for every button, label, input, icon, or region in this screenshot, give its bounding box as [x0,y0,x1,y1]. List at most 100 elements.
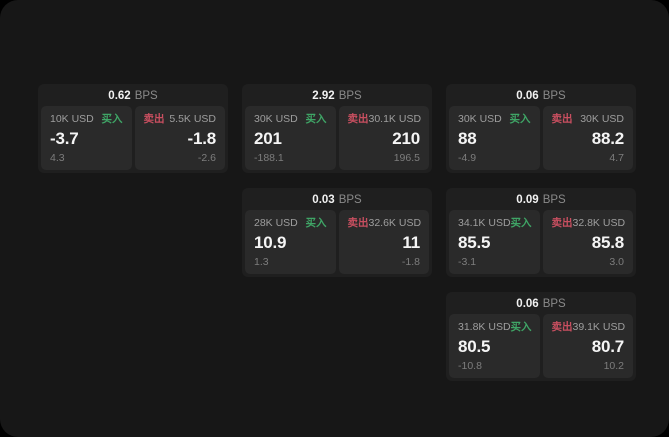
buy-price: -3.7 [50,129,79,148]
card-header: 0.62 BPS [38,84,228,106]
sell-top-row: 卖出 32.8K USD [551,217,626,229]
sell-top-row: 卖出 5.5K USD [144,113,217,125]
sell-change: 196.5 [393,152,420,164]
buy-change: 4.3 [50,152,65,164]
buy-change: -3.1 [458,256,477,268]
bps-value: 0.62 [108,89,131,102]
bps-unit-label: BPS [134,89,158,102]
buy-top-row: 30K USD 买入 [254,113,327,125]
buy-panel[interactable]: 30K USD 买入 88 -4.9 [449,106,540,170]
sell-top-row: 卖出 30.1K USD [347,113,422,125]
sell-panel[interactable]: 卖出 5.5K USD -1.8 -2.6 [134,106,225,170]
buy-top-row: 10K USD 买入 [50,113,123,125]
buy-panel[interactable]: 31.8K USD 买入 80.5 -10.8 [449,314,540,378]
sell-change: -2.6 [197,152,216,164]
sell-top-row: 卖出 39.1K USD [551,321,626,333]
sell-amount: 5.5K USD [169,113,216,125]
buy-top-row: 28K USD 买入 [254,217,327,229]
bps-value: 2.92 [312,89,335,102]
quote-card: 0.09 BPS 34.1K USD 买入 85.5 -3.1 卖出 32.8K… [446,188,636,277]
card-header: 0.03 BPS [242,188,432,210]
sell-price: 85.8 [591,233,624,252]
buy-change: -188.1 [254,152,284,164]
bps-unit-label: BPS [542,297,566,310]
buy-amount: 30K USD [254,113,298,125]
sell-change: -1.8 [401,256,420,268]
buy-change: 1.3 [254,256,269,268]
buy-panel[interactable]: 28K USD 买入 10.9 1.3 [245,210,336,274]
bps-unit-label: BPS [542,89,566,102]
buy-change: -10.8 [458,360,482,372]
buy-side-label: 买入 [101,113,123,125]
buy-panel[interactable]: 34.1K USD 买入 85.5 -3.1 [449,210,540,274]
sell-amount: 39.1K USD [572,321,626,333]
quote-card: 0.03 BPS 28K USD 买入 10.9 1.3 卖出 32.6K US… [242,188,432,277]
sell-side-label: 卖出 [143,113,165,125]
bps-unit-label: BPS [542,193,566,206]
sell-panel[interactable]: 卖出 32.6K USD 11 -1.8 [338,210,429,274]
buy-side-label: 买入 [510,321,532,333]
buy-price: 80.5 [458,337,491,356]
buy-change: -4.9 [458,152,477,164]
buy-side-label: 买入 [305,217,327,229]
sell-top-row: 卖出 30K USD [552,113,625,125]
sell-panel[interactable]: 卖出 30K USD 88.2 4.7 [542,106,633,170]
card-header: 0.06 BPS [446,292,636,314]
buy-amount: 28K USD [254,217,298,229]
buy-side-label: 买入 [305,113,327,125]
sell-price: 210 [392,129,420,148]
sell-side-label: 卖出 [347,113,369,125]
card-header: 0.09 BPS [446,188,636,210]
buy-amount: 10K USD [50,113,94,125]
sell-panel[interactable]: 卖出 39.1K USD 80.7 10.2 [542,314,633,378]
bps-value: 0.03 [312,193,335,206]
card-header: 0.06 BPS [446,84,636,106]
buy-amount: 34.1K USD [458,217,511,229]
buy-top-row: 34.1K USD 买入 [458,217,532,229]
bps-unit-label: BPS [338,89,362,102]
buy-side-label: 买入 [509,113,531,125]
buy-top-row: 31.8K USD 买入 [458,321,532,333]
bps-unit-label: BPS [338,193,362,206]
sell-change: 4.7 [609,152,624,164]
card-body: 28K USD 买入 10.9 1.3 卖出 32.6K USD 11 -1.8 [242,210,432,277]
buy-price: 201 [254,129,282,148]
buy-panel[interactable]: 10K USD 买入 -3.7 4.3 [41,106,132,170]
quote-card: 0.06 BPS 30K USD 买入 88 -4.9 卖出 30K USD [446,84,636,173]
bps-value: 0.09 [516,193,539,206]
buy-amount: 31.8K USD [458,321,511,333]
sell-amount: 32.8K USD [572,217,626,229]
sell-panel[interactable]: 卖出 32.8K USD 85.8 3.0 [542,210,633,274]
sell-top-row: 卖出 32.6K USD [347,217,422,229]
sell-change: 10.2 [603,360,624,372]
buy-top-row: 30K USD 买入 [458,113,531,125]
card-body: 30K USD 买入 88 -4.9 卖出 30K USD 88.2 4.7 [446,106,636,173]
card-body: 34.1K USD 买入 85.5 -3.1 卖出 32.8K USD 85.8… [446,210,636,277]
buy-price: 10.9 [254,233,287,252]
buy-price: 85.5 [458,233,491,252]
quote-card: 0.62 BPS 10K USD 买入 -3.7 4.3 卖出 5.5K USD [38,84,228,173]
buy-panel[interactable]: 30K USD 买入 201 -188.1 [245,106,336,170]
cards-grid: 0.62 BPS 10K USD 买入 -3.7 4.3 卖出 5.5K USD [38,84,636,381]
quote-card: 2.92 BPS 30K USD 买入 201 -188.1 卖出 30.1K … [242,84,432,173]
card-body: 31.8K USD 买入 80.5 -10.8 卖出 39.1K USD 80.… [446,314,636,381]
sell-price: 11 [402,233,420,252]
buy-side-label: 买入 [510,217,532,229]
sell-change: 3.0 [609,256,624,268]
sell-side-label: 卖出 [347,217,369,229]
sell-amount: 30.1K USD [368,113,422,125]
card-body: 10K USD 买入 -3.7 4.3 卖出 5.5K USD -1.8 -2.… [38,106,228,173]
sell-price: 80.7 [591,337,624,356]
quote-card: 0.06 BPS 31.8K USD 买入 80.5 -10.8 卖出 39.1… [446,292,636,381]
sell-amount: 32.6K USD [368,217,422,229]
sell-price: -1.8 [187,129,217,148]
sell-panel[interactable]: 卖出 30.1K USD 210 196.5 [338,106,429,170]
card-body: 30K USD 买入 201 -188.1 卖出 30.1K USD 210 1… [242,106,432,173]
bps-value: 0.06 [516,89,539,102]
sell-price: 88.2 [591,129,624,148]
sell-side-label: 卖出 [551,321,573,333]
card-header: 2.92 BPS [242,84,432,106]
sell-side-label: 卖出 [551,217,573,229]
sell-side-label: 卖出 [551,113,573,125]
